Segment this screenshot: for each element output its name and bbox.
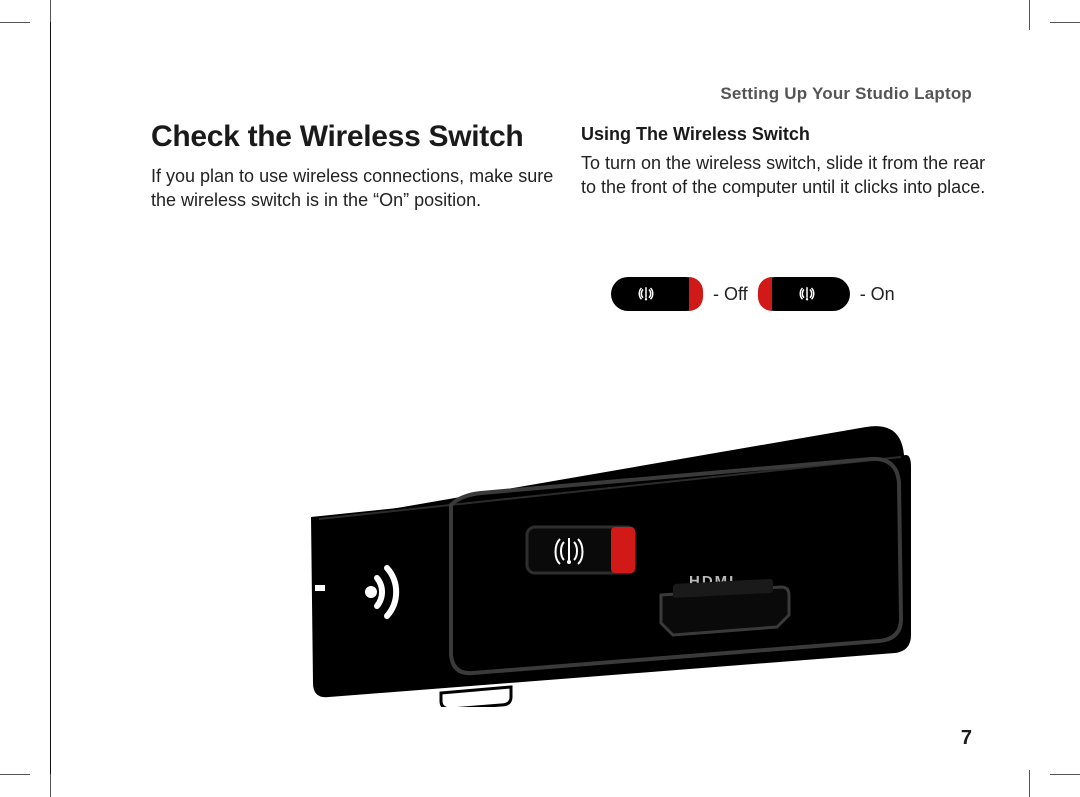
switch-off-indicator — [689, 277, 703, 311]
laptop-illustration: HDMI — [311, 397, 911, 707]
manual-page: Setting Up Your Studio Laptop Check the … — [50, 22, 1030, 774]
wireless-icon — [637, 285, 655, 303]
wireless-icon — [798, 285, 816, 303]
left-body-text: If you plan to use wireless connections,… — [151, 164, 561, 213]
switch-legend: - Off - On — [611, 277, 895, 311]
section-title: Check the Wireless Switch — [151, 120, 561, 154]
off-label: - Off — [713, 284, 748, 305]
on-label: - On — [860, 284, 895, 305]
running-head: Setting Up Your Studio Laptop — [720, 84, 972, 104]
page-number: 7 — [961, 727, 972, 750]
switch-on-pill — [758, 277, 850, 311]
left-column: Check the Wireless Switch If you plan to… — [151, 120, 561, 213]
subheading: Using The Wireless Switch — [581, 124, 991, 145]
switch-on-indicator — [758, 277, 772, 311]
right-body-text: To turn on the wireless switch, slide it… — [581, 151, 991, 200]
right-column: Using The Wireless Switch To turn on the… — [581, 124, 991, 200]
switch-off-pill — [611, 277, 703, 311]
